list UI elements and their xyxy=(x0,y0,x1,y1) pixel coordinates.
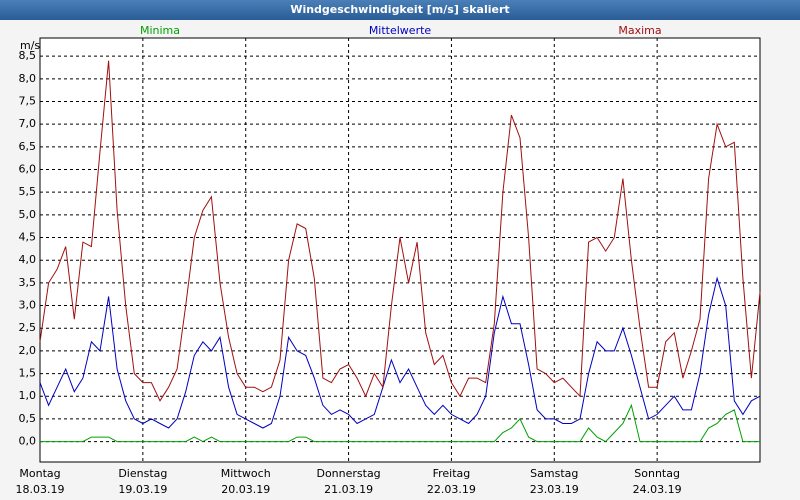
series-line xyxy=(39,276,761,429)
y-tick-label: 3,5 xyxy=(19,276,37,289)
y-tick-label: 8,0 xyxy=(19,72,37,85)
chart-title: Windgeschwindigkeit [m/s] skaliert xyxy=(290,3,509,16)
y-tick-label: 2,5 xyxy=(19,321,37,334)
title-bar xyxy=(0,0,800,20)
x-tick-date: 23.03.19 xyxy=(530,483,579,496)
y-tick-label: 5,5 xyxy=(19,185,37,198)
x-tick-label: Montag xyxy=(19,467,60,480)
x-tick-label: Donnerstag xyxy=(316,467,380,480)
x-tick-label: Samstag xyxy=(530,467,578,480)
y-tick-label: 5,0 xyxy=(19,208,37,221)
y-tick-label: 1,5 xyxy=(19,367,37,380)
series-line xyxy=(40,403,760,443)
y-tick-label: 6,5 xyxy=(19,140,37,153)
series-line xyxy=(39,60,761,402)
x-tick-date: 20.03.19 xyxy=(221,483,270,496)
x-tick-date: 19.03.19 xyxy=(118,483,167,496)
y-tick-label: 8,5 xyxy=(19,49,37,62)
x-tick-date: 21.03.19 xyxy=(324,483,373,496)
legend-entry: Maxima xyxy=(618,24,661,37)
y-tick-label: 2,0 xyxy=(19,344,37,357)
x-tick-label: Mittwoch xyxy=(221,467,271,480)
x-tick-date: 24.03.19 xyxy=(633,483,682,496)
legend-entry: Minima xyxy=(140,24,180,37)
x-tick-date: 18.03.19 xyxy=(16,483,65,496)
x-tick-label: Dienstag xyxy=(118,467,167,480)
x-tick-date: 22.03.19 xyxy=(427,483,476,496)
plot-area xyxy=(39,37,761,463)
x-tick-label: Sonntag xyxy=(634,467,680,480)
y-tick-label: 0,5 xyxy=(19,412,37,425)
y-tick-label: 3,0 xyxy=(19,299,37,312)
y-tick-label: 7,5 xyxy=(19,94,37,107)
x-tick-label: Freitag xyxy=(433,467,471,480)
y-tick-label: 1,0 xyxy=(19,389,37,402)
y-tick-label: 0,0 xyxy=(19,435,37,448)
y-tick-label: 4,0 xyxy=(19,253,37,266)
y-axis-label: m/s xyxy=(20,39,40,52)
y-tick-label: 6,0 xyxy=(19,163,37,176)
legend-entry: Mittelwerte xyxy=(369,24,432,37)
y-tick-label: 7,0 xyxy=(19,117,37,130)
y-tick-label: 4,5 xyxy=(19,231,37,244)
